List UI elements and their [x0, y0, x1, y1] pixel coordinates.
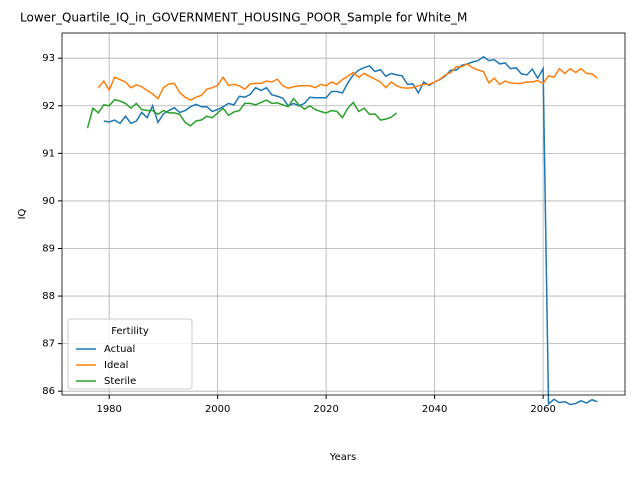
y-tick-label: 92	[42, 101, 55, 112]
legend-title: Fertility	[111, 326, 149, 337]
legend-label: Actual	[104, 344, 135, 355]
x-axis-label: Years	[329, 452, 356, 463]
y-axis-label: IQ	[17, 208, 28, 219]
y-tick-label: 89	[42, 243, 55, 254]
legend-label: Ideal	[104, 360, 128, 371]
y-tick-label: 86	[42, 386, 55, 397]
y-tick-label: 87	[42, 339, 55, 350]
y-tick-label: 91	[42, 148, 55, 159]
x-tick-label: 2040	[422, 404, 447, 415]
y-tick-label: 90	[42, 196, 55, 207]
data-line	[86, 97, 398, 129]
data-line	[97, 63, 598, 101]
x-tick-label: 1980	[96, 404, 121, 415]
plot-frame	[61, 32, 626, 396]
x-tick-label: 2000	[205, 404, 230, 415]
chart-title: Lower_Quartile_IQ_in_GOVERNMENT_HOUSING_…	[20, 11, 467, 25]
y-tick-label: 93	[42, 53, 55, 64]
y-tick-label: 88	[42, 291, 55, 302]
x-tick-label: 2060	[530, 404, 555, 415]
legend: Fertility Actual Ideal Sterile	[67, 318, 193, 390]
data-line	[103, 55, 598, 406]
legend-box	[67, 318, 193, 390]
x-tick-label: 2020	[313, 404, 338, 415]
legend-label: Sterile	[104, 376, 136, 387]
